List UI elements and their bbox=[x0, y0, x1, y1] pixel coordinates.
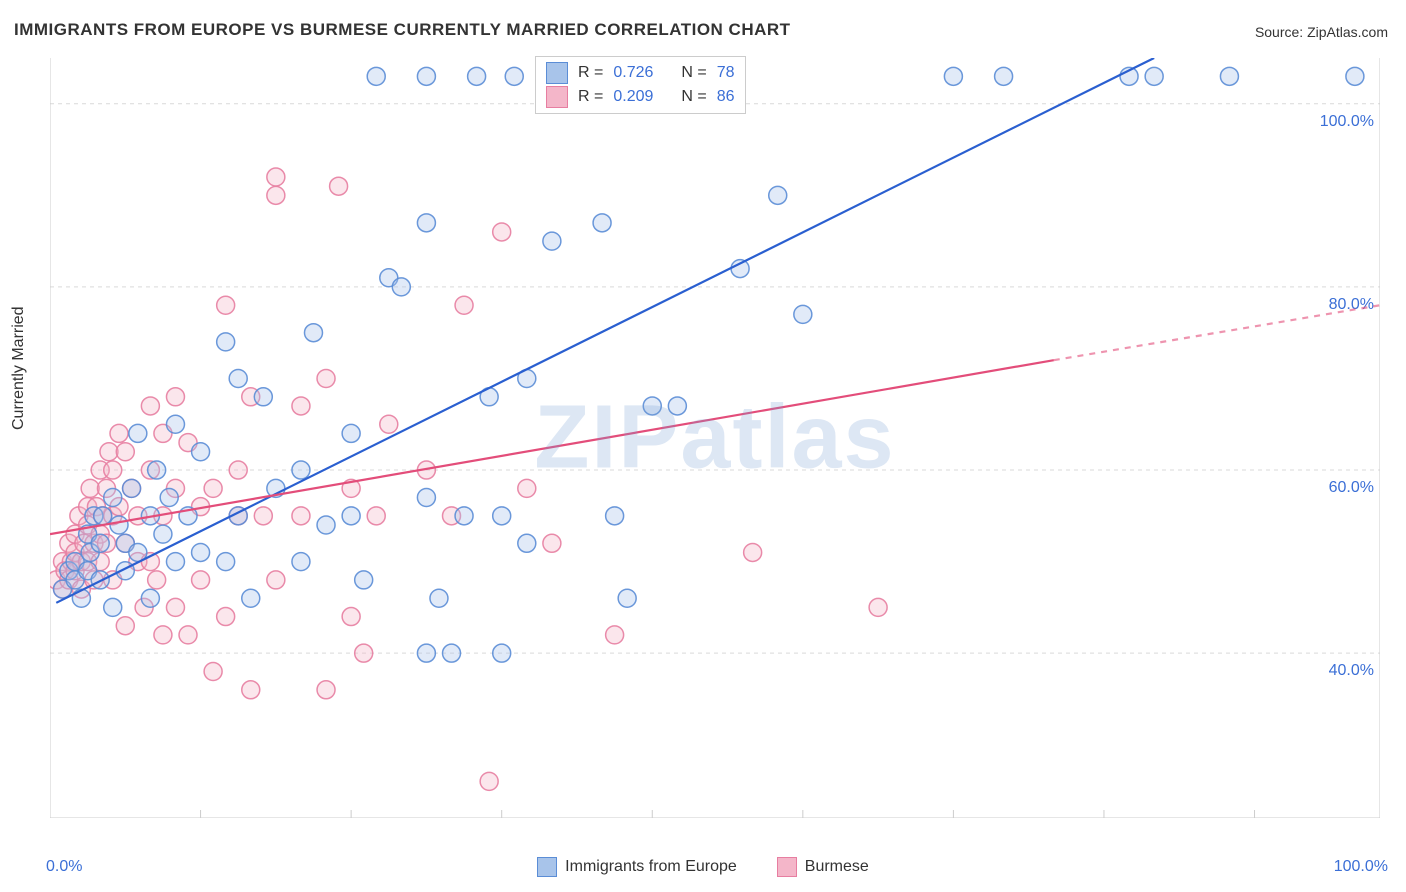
chart-plot-area: 40.0%60.0%80.0%100.0% ZIPatlas bbox=[50, 58, 1380, 818]
r-value-europe: 0.726 bbox=[613, 61, 653, 85]
bottom-legend: Immigrants from Europe Burmese bbox=[0, 852, 1406, 882]
legend-item-burmese: Burmese bbox=[777, 857, 869, 877]
svg-text:100.0%: 100.0% bbox=[1320, 113, 1374, 130]
chart-title: IMMIGRANTS FROM EUROPE VS BURMESE CURREN… bbox=[14, 20, 791, 40]
r-value-burmese: 0.209 bbox=[613, 85, 653, 109]
n-value-burmese: 86 bbox=[717, 85, 735, 109]
correlation-row-burmese: R = 0.209 N = 86 bbox=[546, 85, 735, 109]
correlation-swatch-europe bbox=[546, 62, 568, 84]
svg-text:60.0%: 60.0% bbox=[1329, 479, 1374, 496]
correlation-legend-box: R = 0.726 N = 78 R = 0.209 N = 86 bbox=[535, 56, 746, 114]
svg-text:40.0%: 40.0% bbox=[1329, 662, 1374, 679]
r-label: R = bbox=[578, 61, 603, 85]
legend-swatch-burmese bbox=[777, 857, 797, 877]
source-value: ZipAtlas.com bbox=[1307, 24, 1388, 40]
scatter-chart-svg: 40.0%60.0%80.0%100.0% bbox=[50, 58, 1380, 818]
r-label: R = bbox=[578, 85, 603, 109]
y-axis-label: Currently Married bbox=[10, 306, 28, 430]
legend-label-burmese: Burmese bbox=[805, 858, 869, 876]
page-root: IMMIGRANTS FROM EUROPE VS BURMESE CURREN… bbox=[0, 0, 1406, 892]
source-label: Source: bbox=[1255, 24, 1307, 40]
n-value-europe: 78 bbox=[717, 61, 735, 85]
legend-swatch-europe bbox=[537, 857, 557, 877]
source-attribution: Source: ZipAtlas.com bbox=[1255, 24, 1388, 40]
n-label: N = bbox=[681, 61, 706, 85]
correlation-row-europe: R = 0.726 N = 78 bbox=[546, 61, 735, 85]
legend-label-europe: Immigrants from Europe bbox=[565, 858, 737, 876]
correlation-swatch-burmese bbox=[546, 86, 568, 108]
n-label: N = bbox=[681, 85, 706, 109]
legend-item-europe: Immigrants from Europe bbox=[537, 857, 737, 877]
